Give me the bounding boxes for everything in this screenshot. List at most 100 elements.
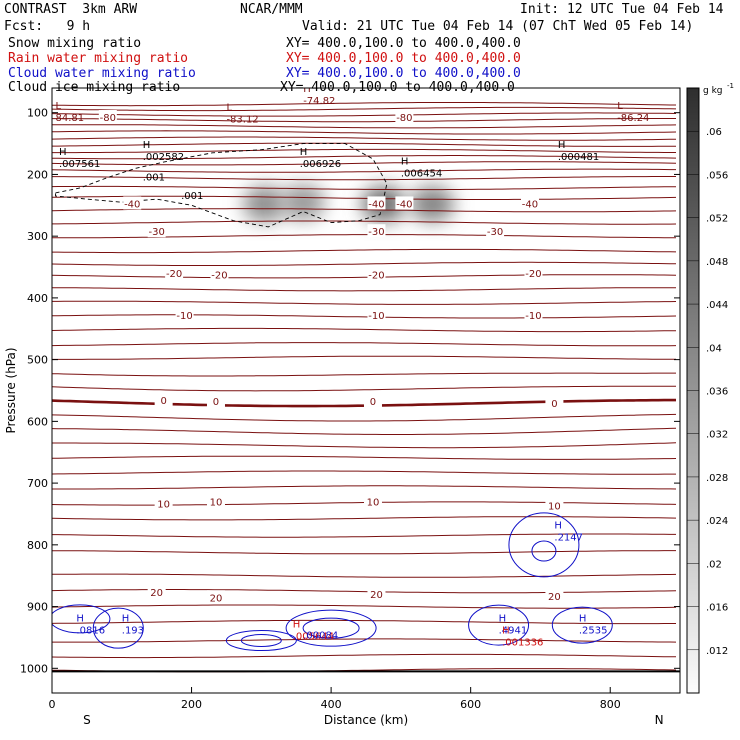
- snow-contour-label: .001: [181, 191, 203, 202]
- temperature-contour: [52, 124, 677, 129]
- temperature-contour: [52, 355, 676, 360]
- temperature-contour: [52, 234, 676, 239]
- extremum-value: .006926: [300, 159, 341, 170]
- temperature-contour: [52, 327, 677, 333]
- snow-contour: [55, 143, 388, 228]
- contour-label-bg: [367, 587, 386, 601]
- cloud-water-contour: [225, 630, 297, 652]
- colorbar: .06 .056 .052 .048 .044 .04 .036 .032 .028 .024 .0…: [686, 82, 734, 694]
- cloud-water-marker: H: [499, 613, 507, 624]
- field-name-snow: Snow mixing ratio: [8, 36, 142, 51]
- rain-value: .001336: [502, 638, 543, 649]
- plot-area: -80 -80 -40 -40 -40 -40 -30 -30 -30 -20 -20 -20 -20 -…: [52, 84, 680, 673]
- contour-label-bg: [367, 224, 386, 238]
- temperature-contour: [52, 102, 676, 107]
- extremum-value: .002582: [143, 152, 184, 163]
- cloud-water-contour: [92, 607, 144, 649]
- header-org: NCAR/MMM: [240, 2, 303, 17]
- cloud-water-contour: [240, 634, 282, 648]
- extremum-marker: H: [59, 147, 67, 158]
- y-tick-label: 800: [27, 539, 48, 552]
- contour-label-bg: [206, 590, 225, 604]
- y-tick-label: 700: [27, 477, 48, 490]
- extremum-value: -86.24: [617, 113, 649, 124]
- temperature-contour-label: -20: [211, 270, 227, 281]
- cloud-ice-shade-3: [410, 186, 455, 223]
- cloud-water-contour: [52, 604, 111, 634]
- extremum-marker: H: [303, 84, 311, 95]
- temperature-contour-label: 0: [370, 397, 376, 408]
- temperature-contour: [52, 106, 677, 112]
- temperature-contour: [52, 516, 677, 521]
- temperature-contour-label: 10: [548, 501, 561, 512]
- y-tick-label: 400: [27, 292, 48, 305]
- temperature-contour: [52, 248, 677, 254]
- temperature-contour: [52, 130, 677, 135]
- temperature-contour: [52, 385, 676, 392]
- x-tick-label: 400: [321, 698, 342, 711]
- contour-label-bg: [206, 393, 225, 407]
- x-tick-label: 0: [49, 698, 56, 711]
- temperature-contour-label: 0: [551, 399, 557, 410]
- temperature-contour: [52, 118, 676, 123]
- plot-clip: -80 -80 -40 -40 -40 -40 -30 -30 -30 -20 -20 -20 -20 -…: [52, 84, 680, 673]
- temperature-contour-label: -30: [487, 227, 503, 238]
- temperature-contour-label: -80: [396, 113, 412, 124]
- cloud-water-marker: H: [122, 613, 130, 624]
- cloud-water-contour: [531, 540, 557, 562]
- field-name-rain: Rain water mixing ratio: [8, 51, 189, 66]
- temperature-contour-label: -40: [124, 199, 140, 210]
- temperature-contour: [52, 195, 677, 200]
- temperature-contour-label: 20: [150, 588, 163, 599]
- temperature-contour: [52, 589, 677, 594]
- temperature-contour-label: -20: [368, 270, 384, 281]
- temperature-contour-label: -30: [368, 227, 384, 238]
- contour-label-bg: [363, 393, 382, 407]
- header-valid: Valid: 21 UTC Tue 04 Feb 14 (07 ChT Wed …: [302, 19, 694, 34]
- extremum-value: -83.12: [226, 115, 258, 126]
- overlap-value: .00084: [303, 631, 338, 642]
- colorbar-tick-label: .012: [706, 646, 728, 657]
- temperature-contour: [52, 573, 677, 578]
- contour-label-bg: [486, 224, 505, 238]
- cloud-water-value: .2535: [579, 625, 608, 636]
- temperature-contour: [52, 619, 676, 625]
- cloud-water-contour: [508, 512, 580, 578]
- contour-label-bg: [175, 308, 194, 322]
- colorbar-tick-label: .048: [706, 257, 728, 268]
- snow-contour-label: .001: [143, 173, 165, 184]
- x-tick-label: 600: [460, 698, 481, 711]
- temperature-contour-label: 0: [213, 397, 219, 408]
- cloud-water-value: .0816: [76, 625, 105, 636]
- temperature-contour: [52, 342, 677, 347]
- temperature-contour: [52, 274, 677, 279]
- temperature-contour: [52, 442, 677, 449]
- cloud-water-contour: [551, 606, 613, 644]
- field-name-cloud-water: Cloud water mixing ratio: [8, 66, 196, 81]
- temperature-contour-label: -20: [525, 269, 541, 280]
- rain-value: .005644: [293, 631, 334, 642]
- extremum-value: .2147: [554, 533, 583, 544]
- temperature-contour: [52, 455, 677, 460]
- colorbar-tick-label: .036: [706, 387, 728, 398]
- temperature-contour: [52, 314, 677, 319]
- extremum-value: 84.81: [55, 113, 84, 124]
- extremum-value: .000481: [558, 152, 599, 163]
- contour-label-bg: [123, 196, 142, 210]
- extremum-marker: L: [55, 101, 61, 112]
- y-tick-label: 1000: [20, 662, 48, 675]
- temperature-contour: [52, 261, 677, 266]
- y-tick-label: 200: [27, 168, 48, 181]
- colorbar-tick-label: .032: [706, 430, 728, 441]
- temperature-contour: [52, 168, 676, 173]
- field-xy-cloud-water: XY= 400.0,100.0 to 400.0,400.0: [286, 66, 521, 81]
- y-tick-label: 100: [27, 107, 48, 120]
- colorbar-tick-label: .02: [706, 559, 722, 570]
- temperature-contour-label: 10: [157, 499, 170, 510]
- colorbar-unit: g kg: [703, 86, 723, 96]
- temperature-contour: [52, 136, 677, 141]
- contour-label-bg: [367, 267, 386, 281]
- temperature-contour-label: -40: [396, 199, 412, 210]
- extremum-value: .006454: [401, 168, 442, 179]
